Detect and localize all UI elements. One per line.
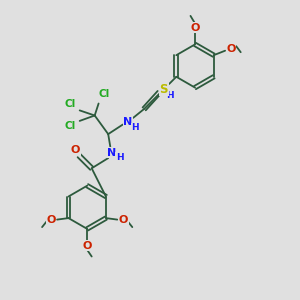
Text: O: O (118, 214, 128, 225)
Text: H: H (116, 153, 123, 162)
Text: S: S (159, 83, 168, 96)
Text: H: H (167, 92, 174, 100)
Text: Cl: Cl (98, 89, 109, 99)
Text: O: O (46, 214, 56, 225)
Text: N: N (159, 84, 168, 94)
Text: O: O (71, 145, 80, 155)
Text: Cl: Cl (64, 99, 76, 110)
Text: N: N (106, 148, 116, 158)
Text: N: N (123, 116, 132, 127)
Text: O: O (226, 44, 236, 54)
Text: Cl: Cl (64, 121, 76, 131)
Text: H: H (131, 123, 139, 132)
Text: O: O (190, 23, 200, 33)
Text: O: O (82, 241, 92, 251)
